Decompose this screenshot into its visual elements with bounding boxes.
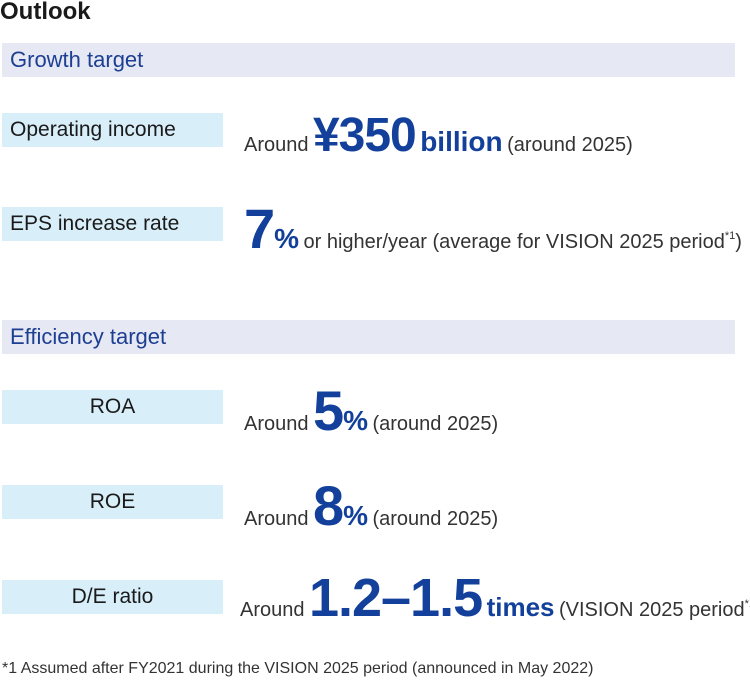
operating-income-value: Around ¥350 billion (around 2025) [244,108,633,163]
roe-amount: 8 [312,474,344,537]
de-ratio-value: Around 1.2–1.5 times (VISION 2025 period… [240,567,750,629]
operating-income-unit: billion [420,126,503,157]
roe-value: Around 8% (around 2025) [244,473,498,538]
eps-note-mark: *1 [724,230,736,242]
de-ratio-suffix: (VISION 2025 period [558,599,745,621]
eps-increase-label: EPS increase rate [2,207,223,241]
roe-suffix: (around 2025) [372,508,499,530]
de-ratio-amount: 1.2–1.5 [308,568,483,628]
operating-income-label: Operating income [2,113,223,147]
de-ratio-note-mark: *1 [744,598,750,610]
eps-increase-value: 7% or higher/year (average for VISION 20… [244,196,742,261]
de-ratio-prefix: Around [240,599,305,621]
operating-income-suffix: (around 2025) [507,134,633,156]
roa-unit: % [343,405,369,436]
eps-unit: % [274,223,300,254]
eps-suffix: or higher/year (average for VISION 2025 … [303,231,725,253]
roe-label: ROE [2,485,223,519]
eps-amount: 7 [244,197,275,260]
roa-amount: 5 [312,379,344,442]
de-ratio-unit: times [486,592,555,622]
footnote: *1 Assumed after FY2021 during the VISIO… [2,660,594,677]
operating-income-amount: ¥350 [312,109,417,162]
de-ratio-label: D/E ratio [2,580,223,614]
roa-suffix: (around 2025) [372,413,499,435]
roa-label: ROA [2,390,223,424]
roa-value: Around 5% (around 2025) [244,378,498,443]
operating-income-prefix: Around [244,134,309,156]
roe-prefix: Around [244,508,309,530]
efficiency-target-header: Efficiency target [2,320,735,354]
growth-target-header: Growth target [2,43,735,77]
page-title: Outlook [0,0,91,25]
eps-close: ) [735,231,742,253]
roe-unit: % [343,500,369,531]
roa-prefix: Around [244,413,309,435]
